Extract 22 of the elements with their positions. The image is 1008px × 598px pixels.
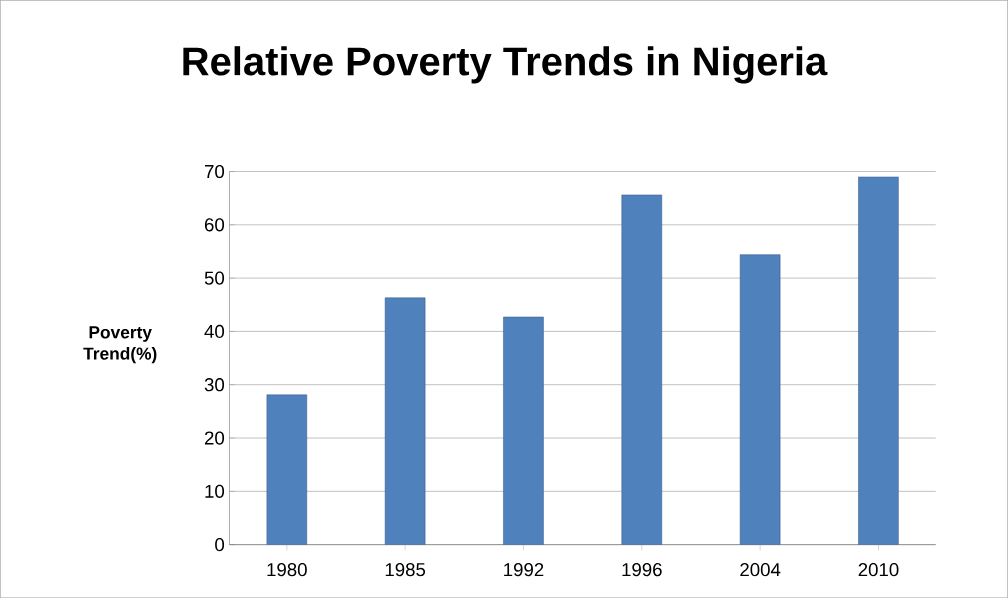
x-tick-label: 1996 <box>622 562 662 577</box>
y-tick-label: 10 <box>205 484 225 498</box>
y-tick-label: 20 <box>204 431 225 445</box>
x-tick-label: 1992 <box>504 562 544 577</box>
y-tick-label: 60 <box>204 218 225 232</box>
y-axis-title: Poverty Trend(%) <box>83 326 157 364</box>
chart-title: Relative Poverty Trends in Nigeria <box>183 46 828 84</box>
bar <box>384 297 426 545</box>
y-tick-label: 0 <box>215 537 225 552</box>
bar <box>858 176 899 545</box>
x-tick-label: 2010 <box>858 562 899 577</box>
y-tick-label: 70 <box>204 164 225 179</box>
y-tick-label: 40 <box>204 324 225 338</box>
bar <box>621 194 663 545</box>
x-tick-label: 1980 <box>267 562 307 577</box>
x-tick-label: 2004 <box>740 562 781 577</box>
y-tick-label: 50 <box>204 271 225 285</box>
bar <box>503 316 544 545</box>
y-tick-label: 30 <box>204 378 225 392</box>
x-tick-label: 1985 <box>385 562 426 577</box>
bar <box>739 254 781 545</box>
bar <box>266 394 308 545</box>
